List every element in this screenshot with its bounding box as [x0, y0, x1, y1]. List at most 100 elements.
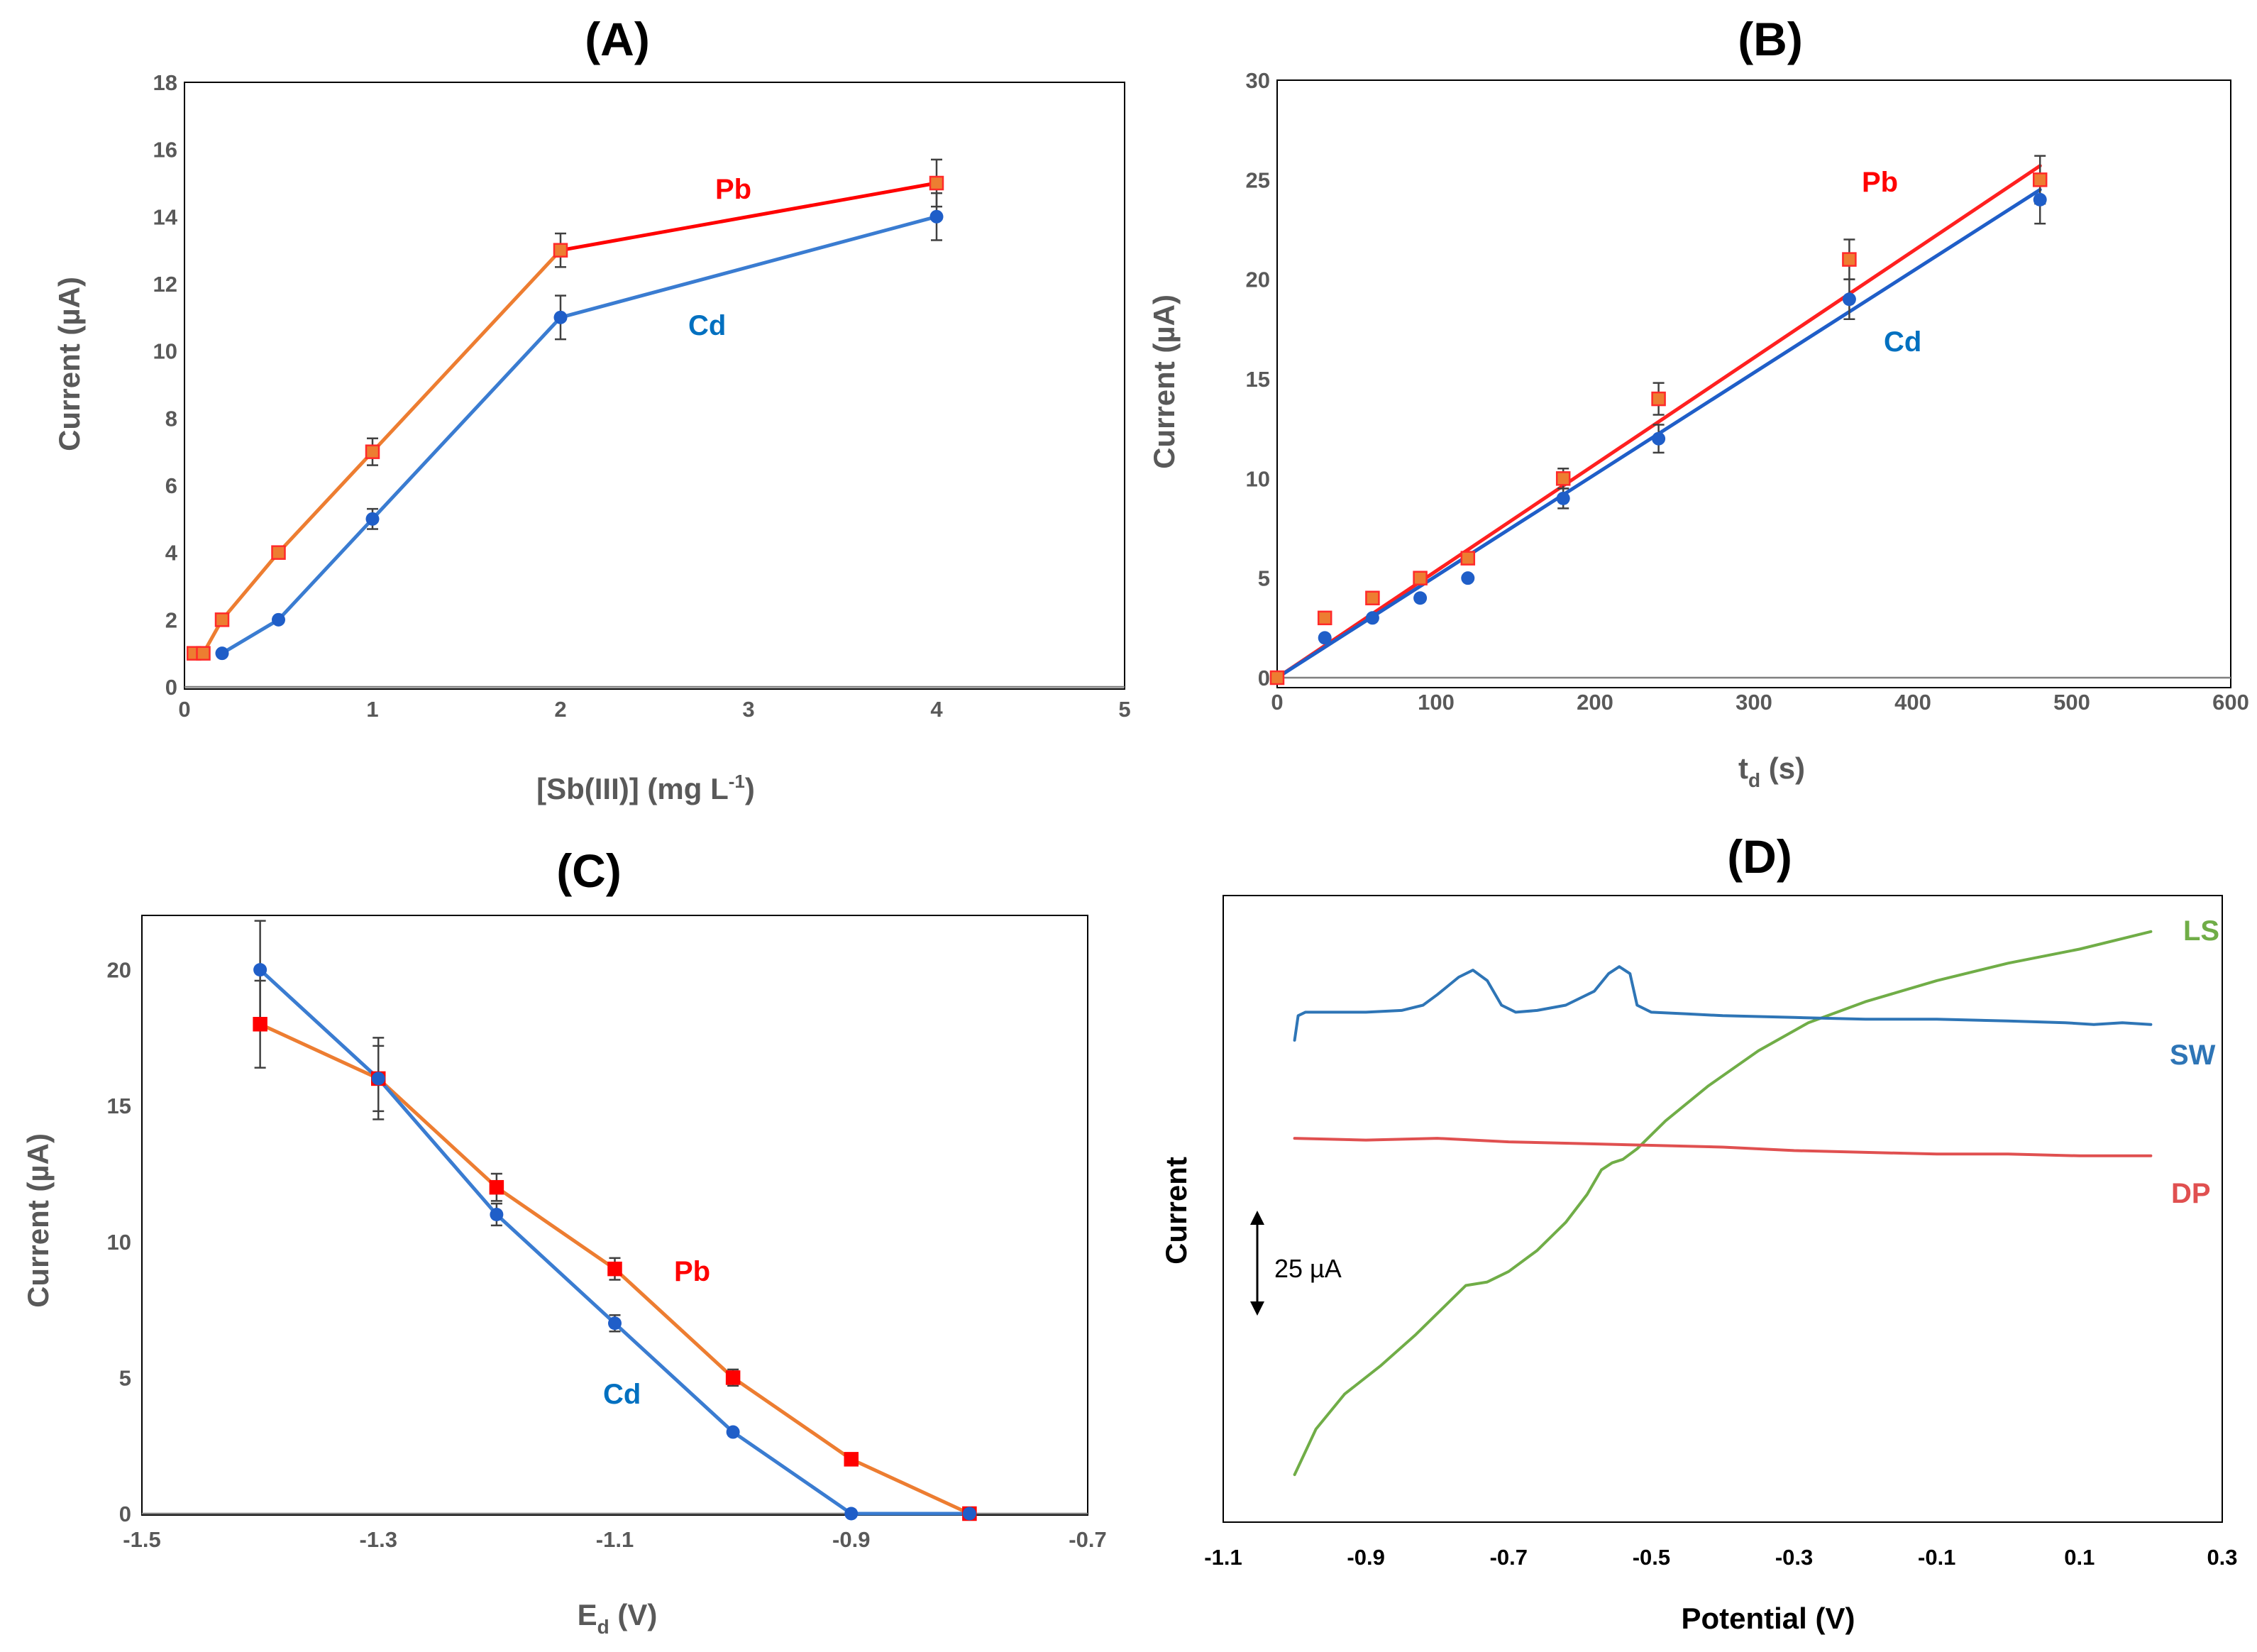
marker-cd	[272, 612, 285, 627]
panel-b-y-tick-label: 5	[1258, 566, 1270, 591]
panel-c-x-tick-label: -1.3	[360, 1527, 397, 1552]
panel-b-label-cd: Cd	[1884, 326, 1921, 358]
panel-c-x-label-main: E	[578, 1598, 597, 1631]
curve-sw	[1293, 965, 2153, 1042]
panel-a-y-tick-label: 10	[153, 339, 177, 364]
panel-c-x-label-sub: d	[597, 1616, 609, 1638]
panel-d-label-sw: SW	[2170, 1040, 2216, 1071]
marker-cd	[726, 1425, 740, 1439]
marker-cd	[1556, 491, 1570, 505]
panel-d-x-tick-label: -0.3	[1775, 1545, 1813, 1570]
panel-b-x-tick-label: 200	[1577, 690, 1613, 715]
marker-cd	[2033, 192, 2047, 206]
panel-a-y-tick-label: 14	[153, 204, 178, 229]
panel-a-x-tick-label: 3	[742, 697, 754, 722]
panel-a-y-tick-label: 4	[165, 541, 178, 566]
panel-d-x-tick-label: 0.1	[2064, 1545, 2095, 1570]
marker-pb	[365, 444, 380, 459]
marker-cd	[253, 963, 267, 977]
panel-b-y-label: Current (µA)	[1147, 294, 1181, 469]
panel-a-x-tick-label: 4	[930, 697, 943, 722]
marker-cd	[553, 310, 568, 324]
panel-c-x-tick-label: -1.1	[596, 1527, 634, 1552]
marker-cd	[929, 209, 944, 224]
marker-pb	[489, 1179, 504, 1195]
marker-pb	[2032, 172, 2048, 187]
marker-pb	[1317, 610, 1332, 626]
panel-a-y-label: Current (µA)	[53, 277, 86, 451]
panel-a-y-tick-label: 2	[165, 607, 177, 632]
panel-d-x-tick-label: -0.5	[1633, 1545, 1670, 1570]
panel-d-x-tick-label: -1.1	[1204, 1545, 1242, 1570]
panel-c-x-label-end: (V)	[609, 1598, 658, 1631]
marker-pb	[196, 646, 211, 661]
trendline-pb	[1275, 164, 2042, 680]
panel-a-y-tick-label: 18	[153, 70, 177, 95]
series-line-pb	[558, 181, 939, 253]
panel-c-y-tick-label: 0	[119, 1502, 131, 1526]
panel-b-x-tick-label: 300	[1735, 690, 1772, 715]
panel-b-y-tick-label: 30	[1246, 68, 1270, 93]
panel-d-plot-frame	[1223, 895, 2223, 1523]
series-line-cd	[258, 968, 971, 1516]
panel-a-x-tick-label: 1	[366, 697, 378, 722]
panel-a-y-ticks: 0 2 4 6 8 10 12 14 16 18	[153, 70, 178, 700]
marker-pb	[725, 1370, 741, 1385]
panel-b-x-tick-label: 0	[1271, 690, 1283, 715]
panel-c-lines	[258, 968, 971, 1516]
panel-b-x-ticks: 0 100 200 300 400 500 600	[1271, 690, 2248, 715]
scale-bar-arrow-up-icon	[1250, 1211, 1264, 1225]
marker-cd	[1461, 571, 1475, 585]
panel-b-x-tick-label: 400	[1894, 690, 1931, 715]
panel-a-x-tick-label: 0	[178, 697, 190, 722]
marker-cd	[490, 1208, 504, 1221]
panel-b-x-tick-label: 100	[1418, 690, 1455, 715]
panel-d-x-tick-label: -0.9	[1347, 1545, 1384, 1570]
marker-pb	[214, 612, 230, 627]
marker-pb	[271, 545, 286, 560]
panel-c-y-ticks: 0 5 10 15 20	[107, 958, 131, 1526]
panel-b-x-label: td (s)	[1738, 751, 1805, 791]
panel-b-error-bars	[1557, 155, 2046, 510]
panel-a-x-tick-label: 5	[1118, 697, 1130, 722]
panel-d-x-tick-label: -0.7	[1490, 1545, 1528, 1570]
panel-b-y-tick-label: 15	[1246, 367, 1270, 392]
panel-a-x-label-sup: -1	[729, 771, 745, 792]
scale-bar-label: 25 µA	[1274, 1254, 1342, 1283]
curve-ls	[1293, 930, 2153, 1477]
panel-a-label-cd: Cd	[688, 310, 726, 341]
panel-b-trendlines	[1275, 164, 2042, 680]
marker-pb	[1365, 590, 1380, 605]
panel-a-plot-frame	[184, 82, 1125, 690]
panel-d-x-label: Potential (V)	[1681, 1602, 1855, 1635]
marker-cd	[365, 512, 380, 526]
panel-a-markers	[187, 175, 944, 661]
panel-b-x-label-main: t	[1738, 751, 1748, 785]
marker-pb	[1269, 670, 1285, 685]
panel-b-y-ticks: 0 5 10 15 20 25 30	[1246, 68, 1270, 690]
marker-pb	[1460, 551, 1476, 566]
panel-b-x-tick-label: 500	[2053, 690, 2090, 715]
panel-a-y-tick-label: 8	[165, 406, 177, 431]
panel-d-label-dp: DP	[2171, 1178, 2211, 1209]
panel-a-y-tick-label: 6	[165, 473, 177, 498]
panel-b-x-label-end: (s)	[1760, 751, 1805, 785]
marker-cd	[844, 1507, 859, 1521]
series-line-cd	[220, 214, 939, 656]
panel-b-x-tick-label: 600	[2212, 690, 2249, 715]
panel-b-y-tick-label: 10	[1246, 466, 1270, 491]
panel-b-x-label-sub: d	[1748, 769, 1760, 791]
marker-pb	[253, 1017, 267, 1032]
panel-c-label-cd: Cd	[603, 1379, 641, 1410]
panel-a-y-tick-label: 12	[153, 272, 177, 297]
panel-c-y-tick-label: 5	[119, 1365, 131, 1390]
marker-pb	[929, 175, 944, 191]
panel-a-y-tick-label: 0	[165, 675, 177, 700]
marker-cd	[371, 1072, 385, 1086]
marker-cd	[1652, 431, 1666, 446]
panel-d-x-tick-label: -0.1	[1918, 1545, 1955, 1570]
panel-a-x-ticks: 0 1 2 3 4 5	[178, 697, 1130, 722]
marker-cd	[1318, 631, 1332, 645]
